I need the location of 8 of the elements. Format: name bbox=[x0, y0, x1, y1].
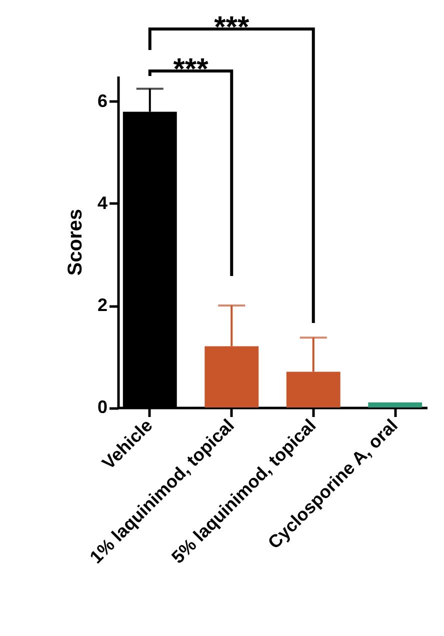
text: *** bbox=[214, 11, 250, 44]
annotation: *** bbox=[173, 53, 209, 86]
y-tick-label: 4 bbox=[97, 193, 108, 213]
bar bbox=[368, 402, 422, 408]
y-axis-title: Scores bbox=[64, 208, 86, 276]
y-tick-label: 6 bbox=[97, 91, 108, 111]
y-tick-label: 2 bbox=[97, 295, 108, 315]
y-tick-label: 0 bbox=[97, 397, 108, 417]
